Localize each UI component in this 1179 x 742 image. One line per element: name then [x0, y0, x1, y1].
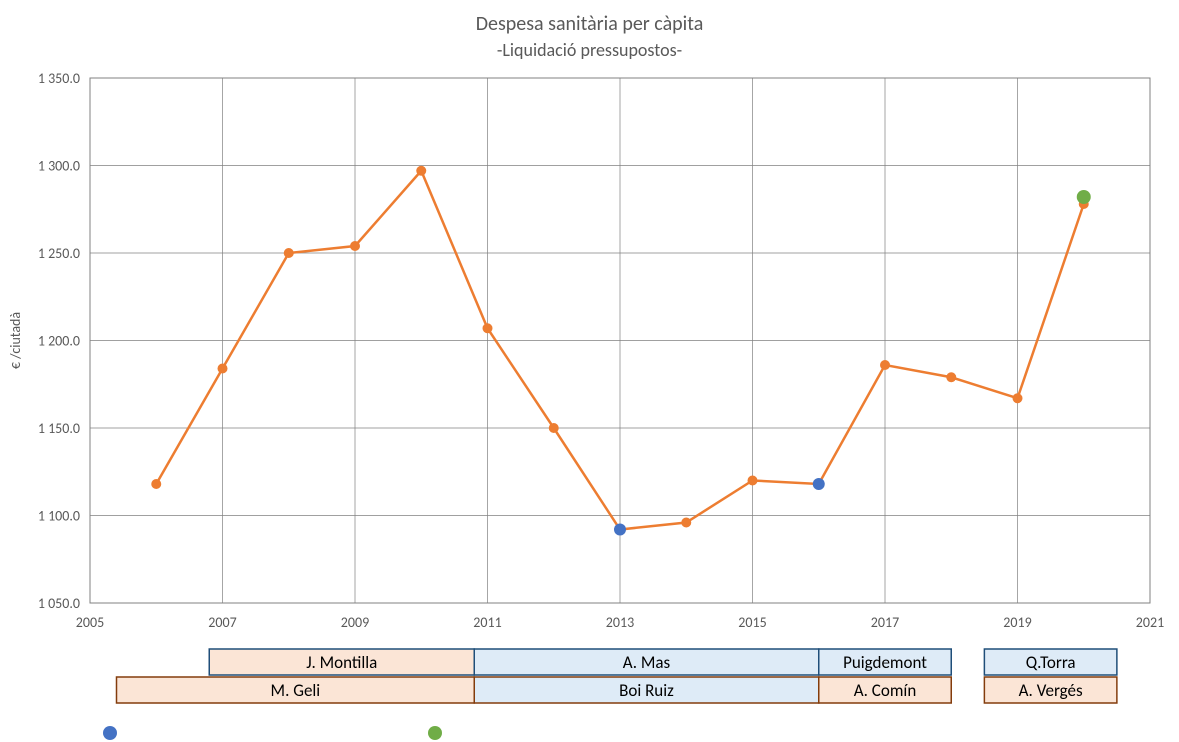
legend-dot-icon — [103, 726, 117, 740]
series-marker — [549, 423, 559, 433]
series-marker — [880, 360, 890, 370]
series-marker — [483, 323, 493, 333]
series-marker — [350, 241, 360, 251]
x-tick-label: 2017 — [871, 614, 899, 631]
x-tick-label: 2013 — [606, 614, 634, 631]
timeline-label: M. Geli — [271, 680, 321, 701]
series-marker — [1013, 393, 1023, 403]
timeline-label: A. Mas — [623, 652, 671, 673]
chart-title: Despesa sanitària per càpita — [476, 12, 704, 36]
x-tick-label: 2015 — [738, 614, 766, 631]
timeline-label: Q.Torra — [1026, 652, 1076, 673]
x-tick-label: 2011 — [473, 614, 501, 631]
timeline-label: Puigdemont — [843, 652, 927, 673]
y-tick-label: 1 350.0 — [38, 70, 80, 87]
y-tick-label: 1 050.0 — [38, 595, 80, 612]
timeline-label: Boi Ruiz — [619, 680, 674, 701]
y-tick-label: 1 150.0 — [38, 420, 80, 437]
y-tick-label: 1 250.0 — [38, 245, 80, 262]
timeline-label: A. Vergés — [1019, 680, 1083, 701]
timeline-label: J. Montilla — [306, 652, 377, 673]
x-tick-label: 2009 — [341, 614, 369, 631]
x-tick-label: 2005 — [76, 614, 104, 631]
series-marker — [284, 248, 294, 258]
series-marker — [946, 372, 956, 382]
chart-subtitle: -Liquidació pressupostos- — [497, 39, 682, 61]
y-tick-label: 1 300.0 — [38, 158, 80, 175]
series-marker — [151, 479, 161, 489]
y-axis-label: € /ciutadà — [7, 312, 24, 369]
special-marker — [813, 478, 825, 490]
y-tick-label: 1 100.0 — [38, 508, 80, 525]
timeline-label: A. Comín — [854, 680, 917, 701]
x-tick-label: 2019 — [1003, 614, 1031, 631]
chart-svg: Despesa sanitària per càpita -Liquidació … — [0, 0, 1179, 742]
y-tick-label: 1 200.0 — [38, 333, 80, 350]
chart-container: Despesa sanitària per càpita -Liquidació … — [0, 0, 1179, 742]
special-marker — [614, 524, 626, 536]
series-marker — [748, 476, 758, 486]
legend-dot-icon — [428, 726, 442, 740]
series-marker — [681, 518, 691, 528]
series-marker — [416, 166, 426, 176]
series-marker — [218, 364, 228, 374]
x-tick-label: 2007 — [208, 614, 236, 631]
special-marker — [1077, 190, 1091, 204]
x-tick-label: 2021 — [1136, 614, 1164, 631]
